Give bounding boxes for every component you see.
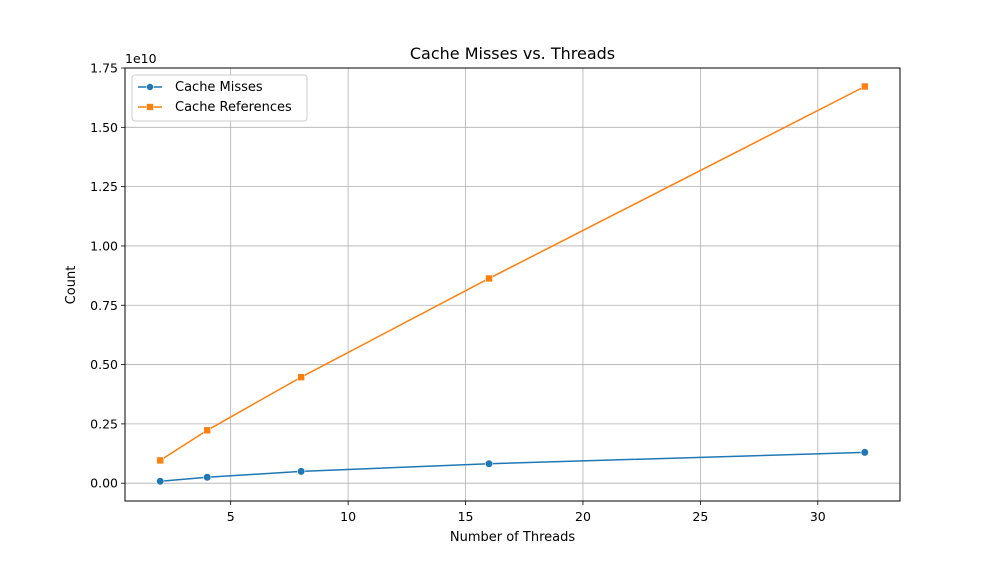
x-axis-label: Number of Threads xyxy=(450,530,575,545)
legend-label-cache-misses: Cache Misses xyxy=(175,80,263,95)
y-tick-label: 1.50 xyxy=(90,120,118,135)
data-point-cache-references xyxy=(485,274,493,283)
legend-marker-cache-misses xyxy=(146,83,154,91)
y-axis-label: Count xyxy=(64,266,79,305)
x-tick-label: 30 xyxy=(810,509,826,524)
series-layer xyxy=(156,82,869,486)
y-tick-label: 0.25 xyxy=(90,416,118,431)
data-point-cache-references xyxy=(297,373,305,381)
series-cache-misses xyxy=(156,448,869,486)
legend-box xyxy=(131,74,308,122)
data-point-cache-references xyxy=(156,456,165,465)
x-tick-label: 25 xyxy=(692,509,708,524)
data-point-cache-references xyxy=(860,82,869,91)
y-tick-label: 1.25 xyxy=(90,179,118,194)
y-tick-label: 0.75 xyxy=(90,298,118,313)
x-tick-label: 15 xyxy=(458,509,474,524)
y-tick-label: 1.00 xyxy=(90,238,118,253)
y-tick-label: 1.75 xyxy=(90,61,118,76)
legend-marker-cache-references xyxy=(146,103,154,111)
plot-frame xyxy=(124,67,901,502)
data-point-cache-misses xyxy=(156,477,165,486)
data-point-cache-misses xyxy=(484,459,494,468)
x-tick-label: 5 xyxy=(227,509,235,524)
legend-label-cache-references: Cache References xyxy=(175,100,292,115)
x-tick-label: 10 xyxy=(340,509,356,524)
data-point-cache-misses xyxy=(860,448,869,457)
y-axis-offset-label: 1e10 xyxy=(125,51,157,66)
x-tick-label: 20 xyxy=(575,509,591,524)
data-point-cache-misses xyxy=(297,467,306,476)
series-cache-references xyxy=(156,82,869,465)
data-point-cache-misses xyxy=(203,473,212,482)
axis-ticks: 5 10 15 20 25 30 0.00 0.25 0.50 0.75 1.00 1.25 1.50 1… xyxy=(90,61,826,525)
chart-title: Cache Misses vs. Threads xyxy=(410,44,615,63)
y-tick-label: 0.00 xyxy=(90,476,118,491)
data-point-cache-references xyxy=(203,426,211,435)
y-tick-label: 0.50 xyxy=(90,357,118,372)
legend: Cache Misses Cache References xyxy=(131,74,308,122)
